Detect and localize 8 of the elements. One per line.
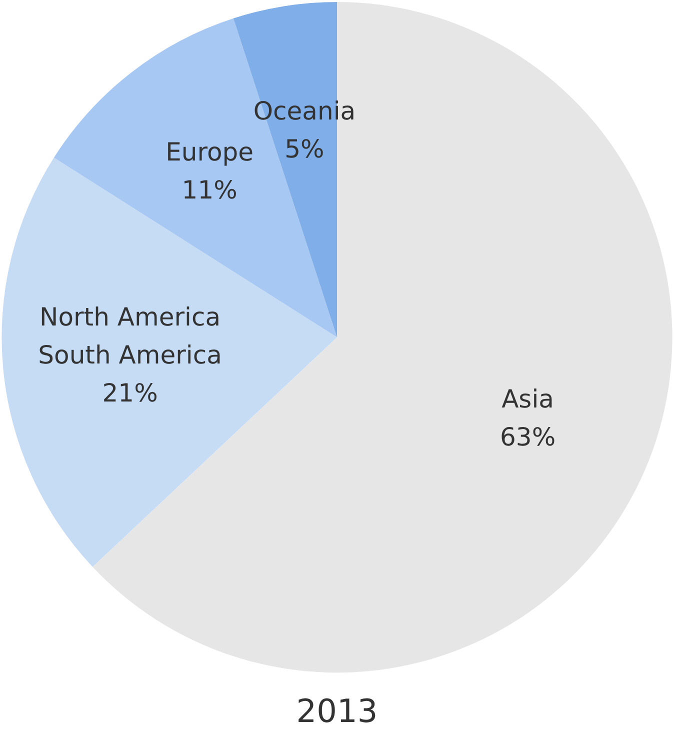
slice-label: North America South America — [38, 302, 222, 370]
data-label: 21% — [102, 378, 158, 408]
slice-label: Europe — [166, 138, 254, 167]
slice-label: Asia — [502, 384, 554, 414]
text: 2013 — [296, 692, 378, 730]
data-label: 63% — [500, 422, 556, 452]
data-label: 11% — [182, 176, 238, 205]
data-label: 5% — [284, 134, 324, 164]
